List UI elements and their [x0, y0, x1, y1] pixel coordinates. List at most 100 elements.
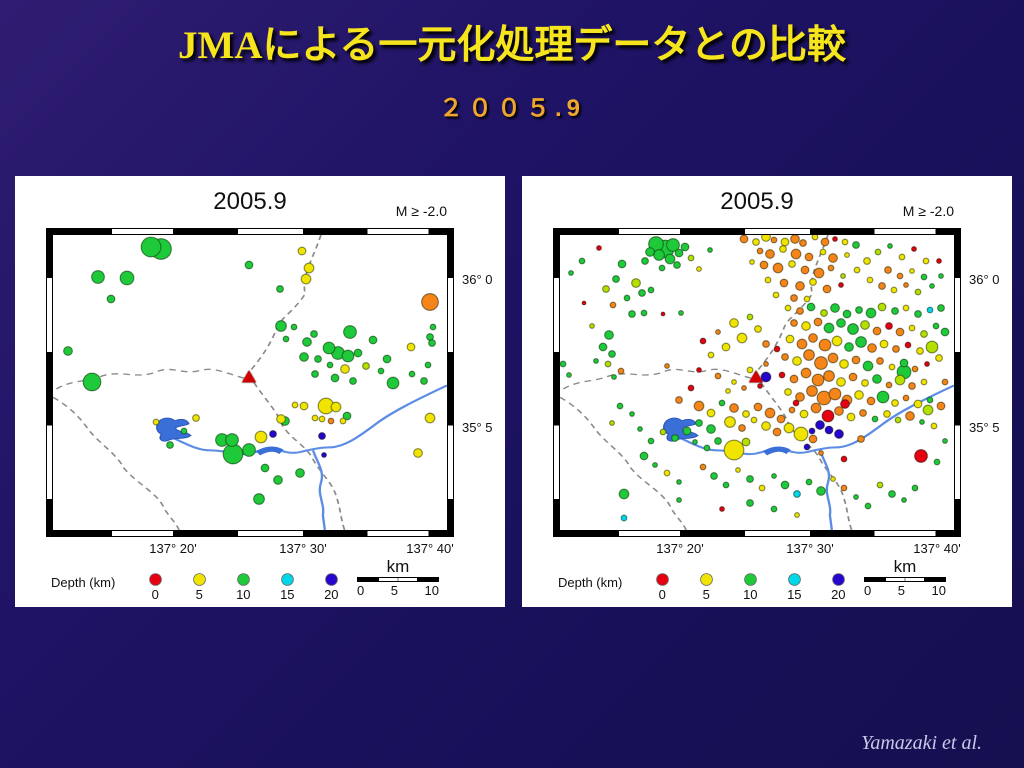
quake-dot	[349, 377, 357, 385]
quake-dot	[860, 320, 870, 330]
quake-dot	[300, 273, 311, 284]
quake-dot	[872, 326, 881, 335]
quake-dot	[790, 294, 798, 302]
quake-dot	[611, 374, 617, 380]
quake-dot	[912, 485, 919, 492]
quake-dot	[896, 328, 905, 337]
quake-dot	[899, 358, 908, 367]
depth-dot-icon	[788, 574, 800, 585]
frame-edge-bottom	[554, 530, 960, 536]
scale-bar-ticks: 0 5 10	[864, 583, 946, 598]
quake-dot	[840, 273, 846, 279]
prefecture-boundary	[53, 368, 245, 392]
quake-dot	[638, 289, 646, 297]
depth-dot-icon	[237, 574, 249, 585]
quake-dot	[321, 452, 327, 458]
quake-dot	[253, 493, 265, 505]
quake-dot	[106, 295, 115, 303]
quake-dot	[872, 374, 882, 384]
quake-dot	[413, 448, 423, 458]
quake-dot	[273, 475, 283, 485]
prefecture-boundary	[248, 235, 322, 373]
quake-dot	[604, 361, 611, 368]
quake-dot	[715, 329, 721, 335]
geography-layer	[53, 235, 447, 530]
quake-dot	[723, 482, 730, 489]
prefecture-boundary	[560, 368, 752, 392]
quake-dot	[806, 479, 812, 486]
quake-dot	[804, 296, 811, 303]
quake-dot	[777, 414, 786, 423]
quake-dot	[645, 247, 655, 257]
quake-dot	[784, 388, 792, 396]
quake-dot	[857, 435, 865, 443]
quake-dot	[602, 285, 610, 293]
quake-dot	[276, 285, 284, 293]
quake-dot	[830, 476, 836, 482]
quake-dot	[746, 499, 754, 507]
quake-dot	[811, 374, 824, 387]
depth-value-label: 0	[151, 587, 159, 602]
frame-edge-top	[554, 229, 960, 235]
quake-dot	[719, 506, 725, 512]
quake-dot	[843, 310, 852, 319]
quake-dot	[299, 352, 309, 362]
river-wide-segment	[255, 446, 284, 456]
quake-dot	[790, 235, 800, 244]
quake-dot	[866, 397, 875, 406]
quake-dot	[676, 497, 682, 503]
quake-dot	[631, 278, 641, 288]
quake-dot	[299, 401, 308, 410]
quake-dot	[805, 252, 814, 261]
quake-dot	[914, 400, 923, 409]
quake-dot	[832, 236, 838, 242]
quake-dot	[616, 402, 623, 409]
quake-dot	[839, 359, 849, 369]
quake-dot	[749, 259, 755, 265]
depth-value-label: 5	[702, 587, 710, 602]
quake-dot	[861, 379, 869, 387]
quake-dot	[383, 355, 392, 364]
quake-dot	[746, 314, 753, 320]
quake-dot	[342, 412, 351, 421]
quake-dot	[865, 307, 876, 318]
quake-dot	[828, 253, 838, 263]
quake-dot	[796, 307, 804, 315]
depth-value-label: 15	[787, 587, 802, 602]
quake-dot	[937, 401, 946, 410]
quake-dot	[676, 479, 682, 485]
frame-edge-top	[47, 229, 453, 235]
quake-dot	[853, 266, 860, 273]
quake-dot	[771, 473, 777, 479]
quake-dot	[914, 288, 921, 295]
quake-dot	[795, 281, 805, 291]
quake-dot	[687, 384, 694, 391]
scale-tick: 10	[931, 583, 946, 598]
quake-dot	[245, 260, 254, 269]
quake-dot	[808, 427, 815, 434]
quake-dot	[926, 396, 933, 403]
map-panel-left: 2005.9 M ≥ -2.0 36° 0 35° 5	[15, 176, 505, 607]
geography-layer	[560, 235, 954, 530]
quake-dot	[640, 309, 647, 316]
quake-dot	[919, 419, 925, 425]
quake-dot	[719, 399, 726, 406]
quake-dot	[215, 433, 229, 447]
quake-dot	[715, 373, 722, 379]
lat-tick-label: 35° 5	[969, 420, 1000, 435]
river-wide-segment	[762, 446, 791, 456]
quake-dot	[589, 323, 595, 329]
quake-dot	[784, 305, 791, 312]
quake-dot	[841, 455, 848, 462]
quake-dot	[741, 438, 750, 447]
quake-dot	[724, 439, 745, 460]
quake-dot	[756, 247, 763, 254]
quake-dot	[83, 372, 102, 391]
quake-dot	[801, 321, 811, 331]
quake-dot	[738, 424, 746, 432]
quake-dot	[757, 383, 763, 389]
frame-edge-bottom	[47, 530, 453, 536]
quake-dot	[888, 490, 896, 498]
lon-tick-label: 137° 20'	[149, 541, 197, 556]
quake-dot	[753, 402, 762, 411]
